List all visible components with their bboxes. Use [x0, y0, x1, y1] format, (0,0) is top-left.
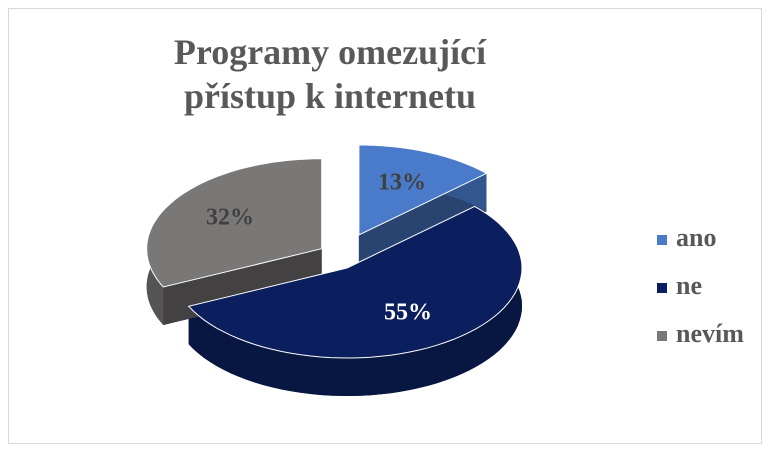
- legend-swatch: [657, 331, 667, 341]
- legend-label: ne: [676, 271, 702, 300]
- legend-swatch: [657, 283, 667, 293]
- chart-frame: [8, 8, 762, 444]
- data-label: 13%: [378, 169, 426, 195]
- slice-wall: [188, 206, 522, 396]
- slice: [146, 158, 323, 288]
- slice: [358, 144, 488, 236]
- legend-label: ano: [676, 223, 716, 252]
- data-label: 55%: [384, 300, 432, 326]
- legend-swatch: [657, 235, 667, 245]
- slice-tops: [146, 144, 523, 359]
- legend-label: nevím: [676, 319, 744, 348]
- slice: [187, 205, 523, 359]
- chart-title: Programy omezující přístup k internetu: [173, 32, 487, 116]
- data-label: 32%: [206, 204, 254, 230]
